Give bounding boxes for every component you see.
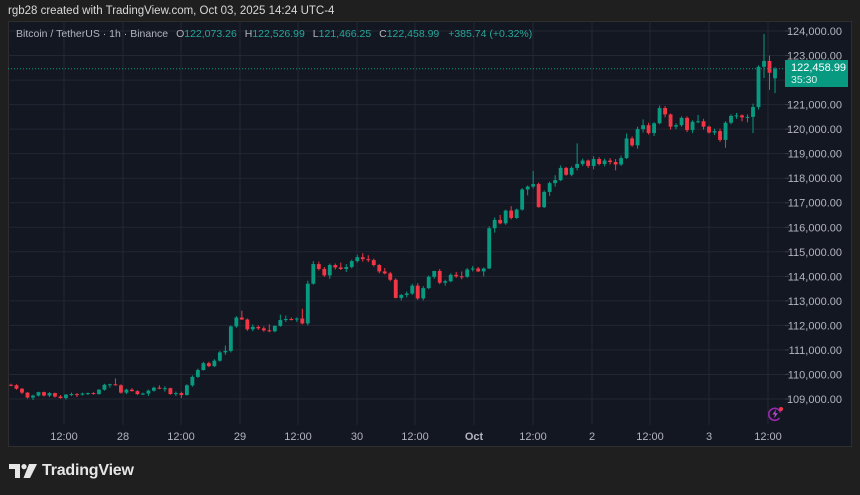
x-axis-label: 12:00	[50, 431, 78, 443]
y-axis-label: 110,000.00	[788, 369, 842, 381]
chart-frame	[8, 21, 852, 447]
y-axis-label: 116,000.00	[788, 222, 842, 234]
open-value: 122,073.26	[184, 28, 237, 40]
change-value: +385.74 (+0.32%)	[448, 28, 533, 40]
x-axis-label: 12:00	[636, 431, 664, 443]
x-axis-label: 12:00	[284, 431, 312, 443]
x-axis-label: 28	[117, 431, 129, 443]
x-axis-label: Oct	[465, 431, 484, 443]
y-axis-label: 120,000.00	[787, 124, 842, 136]
x-axis-label: 3	[706, 431, 712, 443]
y-axis-label: 112,000.00	[788, 320, 842, 332]
y-axis-label: 109,000.00	[787, 394, 842, 406]
high-value: 122,526.99	[252, 28, 305, 40]
y-axis-label: 111,000.00	[789, 345, 842, 357]
brand-name: TradingView	[42, 462, 134, 479]
y-axis-label: 118,000.00	[788, 173, 842, 185]
y-axis-label: 117,000.00	[788, 198, 842, 210]
y-axis-label: 124,000.00	[787, 26, 842, 38]
last-price: 122,458.99	[791, 62, 847, 74]
y-axis-label: 114,000.00	[788, 271, 842, 283]
x-axis-label: 12:00	[754, 431, 782, 443]
x-axis-label: 12:00	[401, 431, 429, 443]
x-axis-label: 29	[234, 431, 246, 443]
candlestick-chart[interactable]: 109,000.00 110,000.00 111,000.00 112,000.00…	[8, 21, 852, 447]
bar-countdown: 35:30	[791, 74, 818, 86]
y-axis-label: 119,000.00	[788, 149, 842, 161]
y-axis-label: 115,000.00	[788, 247, 842, 259]
last-price-tag: 122,458.99 35:30	[785, 60, 848, 87]
y-axis-label: 123,000.00	[787, 51, 842, 63]
open-label: O	[176, 28, 185, 40]
high-label: H	[244, 28, 253, 40]
x-axis-label: 30	[351, 431, 363, 443]
y-axis-label: 113,000.00	[788, 296, 842, 308]
y-axis-label: 121,000.00	[787, 100, 842, 112]
close-value: 122,458.99	[386, 28, 440, 40]
symbol-title[interactable]: Bitcoin / TetherUS · 1h · Binance	[16, 28, 169, 40]
tradingview-logo[interactable]: TradingView	[9, 462, 134, 480]
x-axis-label: 12:00	[167, 431, 195, 443]
x-axis-label: 12:00	[519, 431, 547, 443]
x-axis-label: 2	[589, 431, 595, 443]
tradingview-logo-icon	[9, 464, 37, 478]
low-label: L	[312, 28, 319, 40]
lightning-icon[interactable]	[767, 406, 783, 422]
chart-caption: rgb28 created with TradingView.com, Oct …	[8, 5, 335, 17]
close-label: C	[379, 28, 387, 40]
low-value: 121,466.25	[318, 28, 372, 40]
symbol-legend: Bitcoin / TetherUS · 1h · Binance O122,0…	[16, 28, 532, 40]
